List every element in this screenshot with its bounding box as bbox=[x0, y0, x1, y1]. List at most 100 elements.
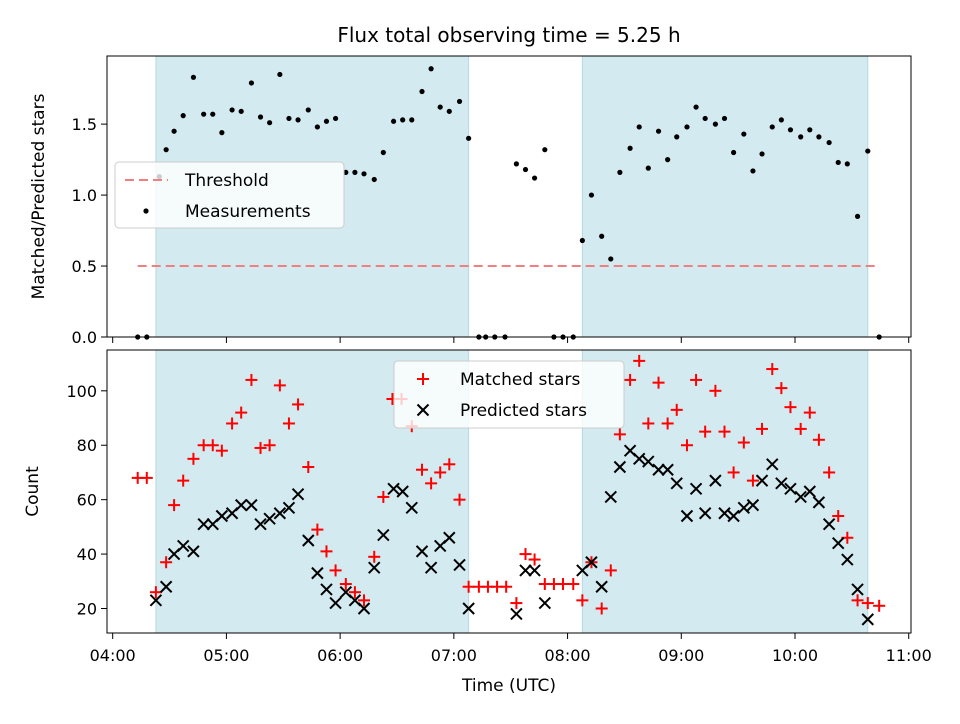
measurement-point bbox=[295, 117, 301, 123]
legend-measurement-swatch bbox=[143, 208, 149, 214]
y-tick-label: 0.5 bbox=[72, 257, 97, 276]
predicted-star-point bbox=[595, 580, 608, 593]
measurement-point bbox=[180, 113, 186, 119]
predicted-star-point bbox=[443, 531, 456, 544]
predicted-star-point bbox=[273, 507, 287, 520]
predicted-star-point-b bbox=[368, 561, 381, 574]
y-tick-label: 80 bbox=[77, 436, 97, 455]
bottom-axes: 20 40 60 80 100 bbox=[66, 382, 107, 619]
predicted-star-point bbox=[680, 509, 694, 523]
predicted-star-point-b bbox=[424, 561, 438, 574]
matched-star-point bbox=[832, 509, 845, 522]
top-plot-frame bbox=[106, 55, 912, 338]
predicted-star-point bbox=[832, 536, 845, 550]
predicted-star-point bbox=[176, 539, 190, 553]
matched-star-point bbox=[794, 422, 807, 435]
matched-star-point bbox=[661, 417, 674, 430]
measurement-point bbox=[286, 115, 292, 122]
y-tick-label: 100 bbox=[66, 382, 97, 401]
predicted-star-point bbox=[746, 498, 760, 512]
predicted-star-point-b bbox=[755, 474, 769, 487]
y-tick-label: 60 bbox=[77, 491, 97, 510]
x-tick-label: 11:00 bbox=[886, 646, 932, 665]
legend-matched-label: Matched stars bbox=[460, 370, 580, 390]
predicted-star-point bbox=[462, 602, 475, 615]
measurement-point bbox=[428, 66, 434, 72]
predicted-star-point bbox=[357, 602, 371, 615]
matched-star-point bbox=[282, 417, 295, 430]
matched-star-point bbox=[443, 458, 456, 471]
predicted-star-point-b bbox=[803, 485, 816, 498]
legend-predicted-swatch bbox=[416, 403, 430, 417]
predicted-star-point-b bbox=[159, 580, 173, 593]
predicted-star-point-b bbox=[633, 452, 646, 466]
measurement-point bbox=[854, 213, 861, 219]
x-tick-label: 04:00 bbox=[90, 646, 136, 665]
matched-star-point bbox=[320, 545, 333, 558]
predicted-star-point bbox=[794, 490, 807, 504]
measurement-point bbox=[380, 149, 386, 156]
legend-matched-swatch bbox=[417, 373, 429, 385]
matched-star-point bbox=[576, 594, 589, 607]
predicted-star-point bbox=[424, 561, 438, 574]
predicted-star-point bbox=[254, 517, 267, 531]
measurement-point bbox=[807, 127, 813, 133]
matched-star-point bbox=[416, 463, 429, 476]
measurement-point bbox=[693, 104, 699, 110]
matched-star-point bbox=[149, 586, 162, 599]
predicted-star-point-b bbox=[377, 528, 390, 542]
predicted-star-point-b bbox=[415, 545, 429, 558]
measurement-point bbox=[816, 134, 822, 140]
matched-star-point bbox=[510, 597, 523, 610]
predicted-star-point bbox=[822, 517, 836, 531]
predicted-star-point-b bbox=[613, 460, 627, 474]
predicted-star-point-b bbox=[254, 517, 267, 531]
predicted-star-point bbox=[510, 607, 523, 621]
x-tick-label: 06:00 bbox=[317, 646, 363, 665]
predicted-star-point-b bbox=[680, 509, 694, 523]
measurement-point bbox=[163, 147, 169, 153]
predicted-star-point-b bbox=[595, 580, 608, 593]
matched-star-point bbox=[595, 602, 608, 615]
predicted-star-point bbox=[311, 566, 324, 580]
predicted-star-point-b bbox=[339, 585, 353, 599]
measurement-point bbox=[579, 237, 585, 244]
matched-star-point bbox=[873, 599, 886, 612]
matched-star-point bbox=[329, 564, 342, 577]
matched-star-point bbox=[292, 398, 305, 411]
matched-star-point bbox=[699, 425, 712, 438]
shaded-interval-2 bbox=[581, 349, 869, 634]
predicted-star-point-b bbox=[187, 545, 200, 558]
measurement-point bbox=[437, 104, 443, 110]
predicted-star-point-b bbox=[197, 517, 210, 531]
predicted-star-point-b bbox=[357, 602, 371, 615]
measurement-point bbox=[712, 121, 719, 127]
matched-star-point bbox=[377, 490, 390, 503]
predicted-star-point bbox=[766, 458, 779, 471]
count-panel: 20 40 60 80 100 Count Matched stars Predicted… bbox=[23, 349, 912, 634]
predicted-star-point-b bbox=[766, 458, 779, 471]
matched-star-point bbox=[604, 564, 617, 577]
measurement-point bbox=[835, 159, 841, 166]
predicted-star-point bbox=[841, 553, 854, 566]
measurement-point bbox=[201, 111, 207, 117]
matched-star-point bbox=[851, 594, 864, 607]
measurement-point bbox=[787, 127, 794, 133]
predicted-star-point bbox=[405, 501, 418, 515]
measurement-point bbox=[400, 117, 406, 123]
shaded-interval-2 bbox=[581, 55, 869, 338]
predicted-star-point-b bbox=[263, 512, 276, 525]
chart-title: Flux total observing time = 5.25 h bbox=[337, 23, 680, 47]
matched-star-point bbox=[718, 425, 731, 438]
predicted-star-point bbox=[642, 455, 655, 468]
x-tick-label: 08:00 bbox=[545, 646, 591, 665]
predicted-star-point-b bbox=[291, 488, 305, 501]
predicted-star-point bbox=[737, 501, 751, 515]
predicted-star-point-b bbox=[462, 602, 475, 615]
matched-star-point bbox=[177, 474, 190, 487]
matched-star-point bbox=[528, 553, 541, 566]
matched-star-point bbox=[245, 373, 258, 386]
measurement-point bbox=[210, 111, 216, 117]
measurement-point bbox=[219, 130, 225, 136]
predicted-star-point-b bbox=[718, 507, 731, 520]
